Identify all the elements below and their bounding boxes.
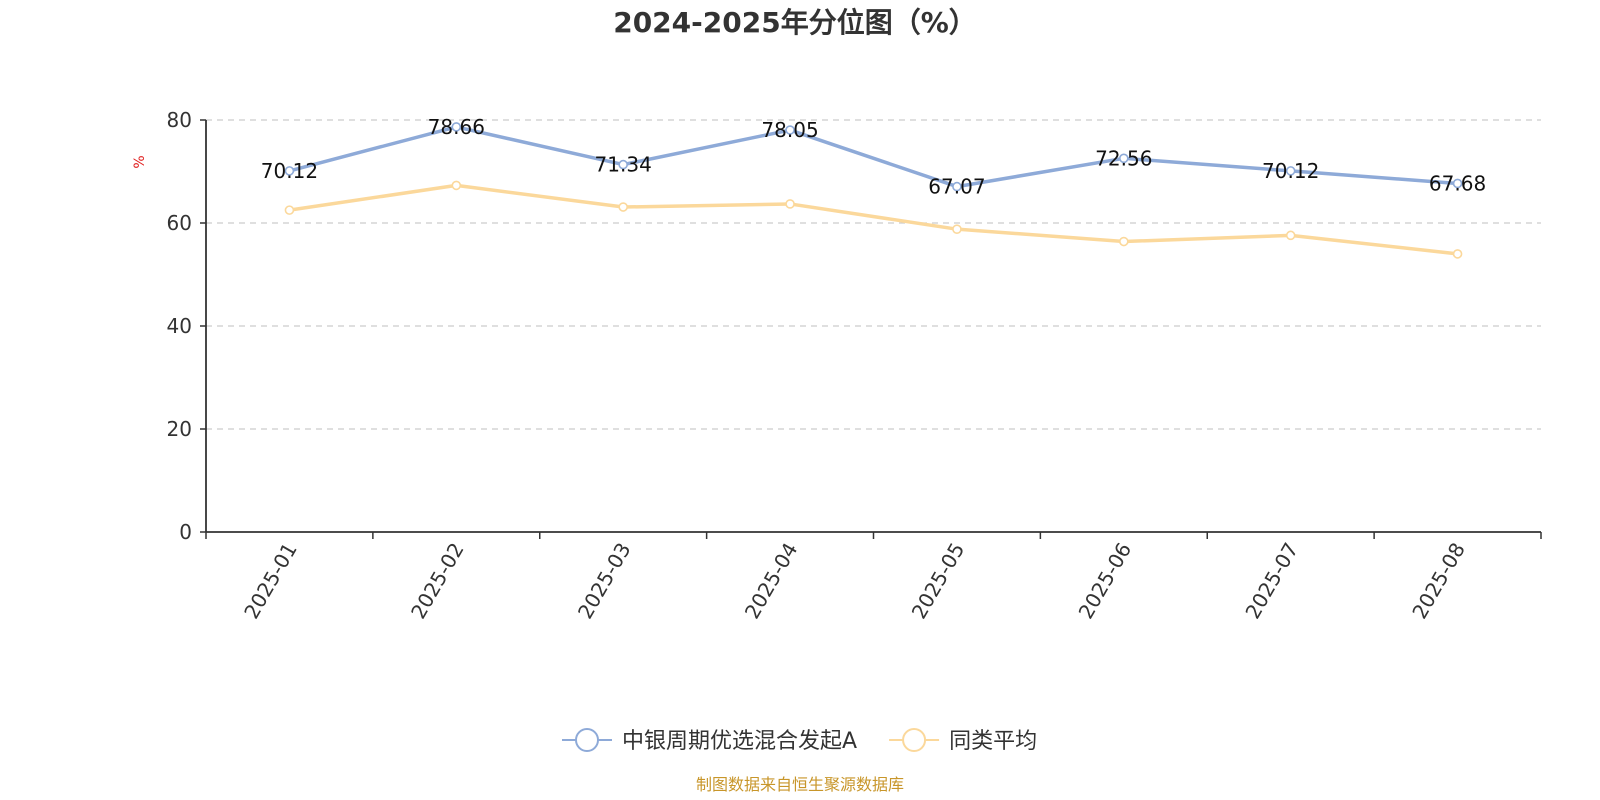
data-point [785,125,795,135]
data-point [618,159,628,170]
data-label: 70.12 [1262,159,1319,183]
data-label: 67.07 [928,175,985,199]
y-tick-label: 80 [167,108,192,132]
x-tick-label: 2025-08 [1407,539,1470,623]
legend-marker-icon [902,728,927,752]
data-label: 70.12 [261,159,318,183]
data-point [1119,153,1129,164]
data-label: 78.66 [428,115,485,139]
y-tick-label: 40 [167,314,192,338]
legend-item[interactable]: 同类平均 [889,728,1037,754]
axes: 0 20 40 60 80 2025-01 2025-02 2025-03 2025-04 202… [167,108,1542,623]
x-tick-label: 2025-02 [406,539,469,623]
x-tick-label: 2025-03 [573,539,636,623]
data-label: 78.05 [761,118,818,142]
data-point [451,180,462,191]
legend-item[interactable]: 中银周期优选混合发起A [562,728,857,754]
series-line [288,125,1458,189]
y-tick-label: 20 [167,417,192,441]
x-tick-label: 2025-06 [1074,539,1137,623]
data-point [618,202,628,212]
legend-marker-icon [575,728,599,752]
series-lines [284,122,1463,259]
data-point [785,199,795,209]
data-point [1285,166,1296,176]
y-tick-label: 0 [179,520,192,544]
data-point [1119,236,1129,247]
source-note: 制图数据来自恒生聚源数据库 [696,775,904,794]
data-label: 71.34 [595,153,652,177]
x-tick-label: 2025-04 [740,539,803,623]
data-label: 67.68 [1429,171,1486,195]
legend-label: 中银周期优选混合发起A [622,729,857,754]
chart-title: 2024-2025年分位图（%） [613,6,977,39]
data-labels: 70.12 78.66 71.34 78.05 67.07 72.56 70.12 67.68 [261,115,1486,199]
data-point [1452,178,1463,189]
data-point [284,166,295,176]
gridlines [206,119,1541,430]
x-tick-label: 2025-01 [239,539,302,623]
data-point [1452,249,1463,259]
data-point [952,224,962,234]
y-tick-label: 60 [167,211,192,235]
legend-label: 同类平均 [949,729,1037,754]
x-tick-label: 2025-07 [1240,539,1303,623]
x-tick-label: 2025-05 [907,539,970,623]
legend[interactable]: 中银周期优选混合发起A 同类平均 [562,728,1037,754]
y-axis-label: % [132,155,148,168]
data-label: 72.56 [1095,146,1152,170]
data-point [451,122,462,132]
data-point [1285,230,1296,241]
series-line [289,183,1458,256]
data-point [284,205,295,215]
data-point [952,181,962,192]
